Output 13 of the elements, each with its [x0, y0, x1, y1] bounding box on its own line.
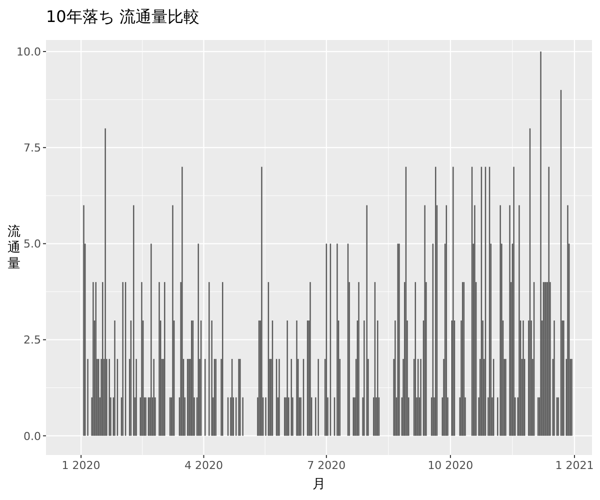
- y-axis-title: 流通量: [8, 224, 20, 272]
- y-tick-label: 5.0: [24, 238, 41, 251]
- x-axis-title: 月: [312, 477, 326, 492]
- y-tick-label: 2.5: [24, 334, 41, 347]
- y-tick-label: 10.0: [16, 46, 41, 59]
- x-tick-label: 10 2020: [428, 459, 474, 472]
- x-tick-label: 7 2020: [307, 459, 346, 472]
- x-tick-label: 1 2020: [62, 459, 100, 472]
- y-tick-label: 7.5: [24, 142, 41, 155]
- chart-title: 10年落ち 流通量比較: [46, 7, 200, 26]
- y-tick-label: 0.0: [24, 430, 41, 443]
- x-tick-label: 4 2020: [184, 459, 223, 472]
- x-tick-label: 1 2021: [555, 459, 594, 472]
